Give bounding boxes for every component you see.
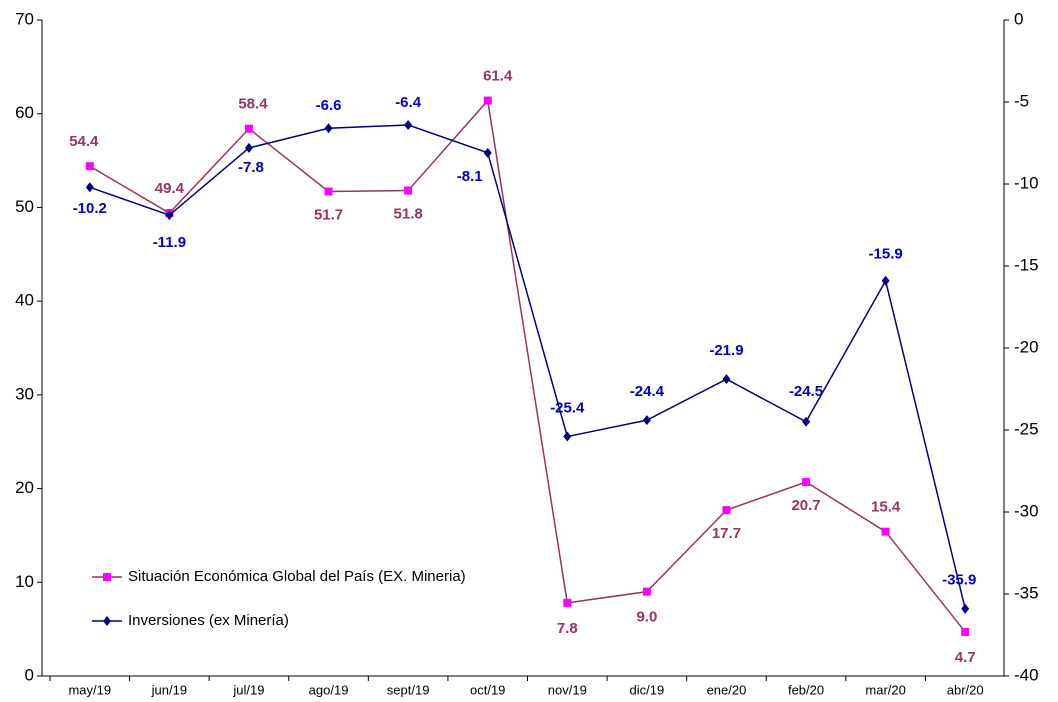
data-point xyxy=(961,627,970,636)
data-label: 61.4 xyxy=(483,68,513,85)
y-tick-label: 70 xyxy=(15,9,34,28)
x-tick-label: ene/20 xyxy=(707,682,747,697)
data-point xyxy=(881,527,890,536)
series-line xyxy=(89,98,966,633)
data-label: -6.6 xyxy=(316,97,342,114)
data-point xyxy=(324,187,333,196)
series-line xyxy=(89,124,966,609)
data-point xyxy=(642,415,651,426)
data-point xyxy=(881,275,890,286)
y-tick-label: 30 xyxy=(15,384,34,403)
data-point xyxy=(404,186,413,195)
x-tick-label: mar/20 xyxy=(865,682,905,697)
data-label: -35.9 xyxy=(942,572,976,589)
data-point xyxy=(563,598,572,607)
x-tick-label: ago/19 xyxy=(309,682,349,697)
data-label: 9.0 xyxy=(636,609,657,626)
data-point xyxy=(722,374,731,385)
data-point xyxy=(483,96,492,105)
data-label: -11.9 xyxy=(153,234,186,251)
x-tick-label: feb/20 xyxy=(788,682,824,697)
data-label: 51.8 xyxy=(394,206,423,223)
y-tick-label: 50 xyxy=(15,197,34,216)
data-label: -6.4 xyxy=(395,94,422,111)
data-label: -21.9 xyxy=(709,342,743,359)
legend-label: Situación Económica Global del País (EX.… xyxy=(128,568,466,585)
y2-tick-label: -10 xyxy=(1014,173,1039,192)
data-label: 15.4 xyxy=(871,499,901,516)
x-tick-label: dic/19 xyxy=(630,682,665,697)
x-tick-label: nov/19 xyxy=(548,682,587,697)
data-label: -25.4 xyxy=(550,400,585,417)
data-point xyxy=(85,182,94,193)
y-tick-label: 20 xyxy=(15,478,34,497)
y2-tick-label: -30 xyxy=(1014,501,1039,520)
legend-label: Inversiones (ex Minería) xyxy=(128,612,289,629)
x-tick-label: oct/19 xyxy=(470,682,505,697)
data-point xyxy=(85,162,94,171)
y2-tick-label: 0 xyxy=(1014,9,1023,28)
data-label: -10.2 xyxy=(73,200,107,217)
data-label: 54.4 xyxy=(69,133,99,150)
data-point xyxy=(961,603,970,614)
data-point xyxy=(802,416,811,427)
data-label: -15.9 xyxy=(869,246,903,263)
legend-marker xyxy=(103,616,111,626)
data-label: 7.8 xyxy=(557,620,578,637)
x-tick-label: jun/19 xyxy=(151,682,187,697)
data-label: -24.4 xyxy=(630,383,665,400)
y-tick-label: 0 xyxy=(25,665,34,684)
data-label: 20.7 xyxy=(791,497,820,514)
data-point xyxy=(324,123,333,134)
data-label: 49.4 xyxy=(155,180,185,197)
data-label: -24.5 xyxy=(789,383,823,400)
x-tick-label: jul/19 xyxy=(232,682,264,697)
data-point xyxy=(483,147,492,158)
y2-tick-label: -40 xyxy=(1014,665,1039,684)
data-point xyxy=(802,478,811,487)
y-tick-label: 60 xyxy=(15,103,34,122)
x-tick-label: abr/20 xyxy=(947,682,984,697)
data-label: 4.7 xyxy=(955,649,976,666)
data-label: -7.8 xyxy=(238,159,264,176)
y-tick-label: 40 xyxy=(15,291,34,310)
data-point xyxy=(642,587,651,596)
data-point xyxy=(722,506,731,515)
data-point xyxy=(404,119,413,130)
x-tick-label: sept/19 xyxy=(387,682,430,697)
y2-tick-label: -20 xyxy=(1014,337,1039,356)
x-tick-label: may/19 xyxy=(68,682,111,697)
y2-tick-label: -5 xyxy=(1014,91,1029,110)
data-label: -8.1 xyxy=(457,168,483,185)
y2-tick-label: -15 xyxy=(1014,255,1039,274)
data-point xyxy=(563,431,572,442)
data-point xyxy=(244,124,253,133)
y-tick-label: 10 xyxy=(15,572,34,591)
y2-tick-label: -35 xyxy=(1014,583,1039,602)
data-label: 17.7 xyxy=(712,525,741,542)
data-label: 51.7 xyxy=(314,206,343,223)
y2-tick-label: -25 xyxy=(1014,419,1039,438)
data-point xyxy=(165,210,174,221)
legend-marker xyxy=(103,573,111,581)
data-point xyxy=(244,142,253,153)
data-label: 58.4 xyxy=(238,96,268,113)
